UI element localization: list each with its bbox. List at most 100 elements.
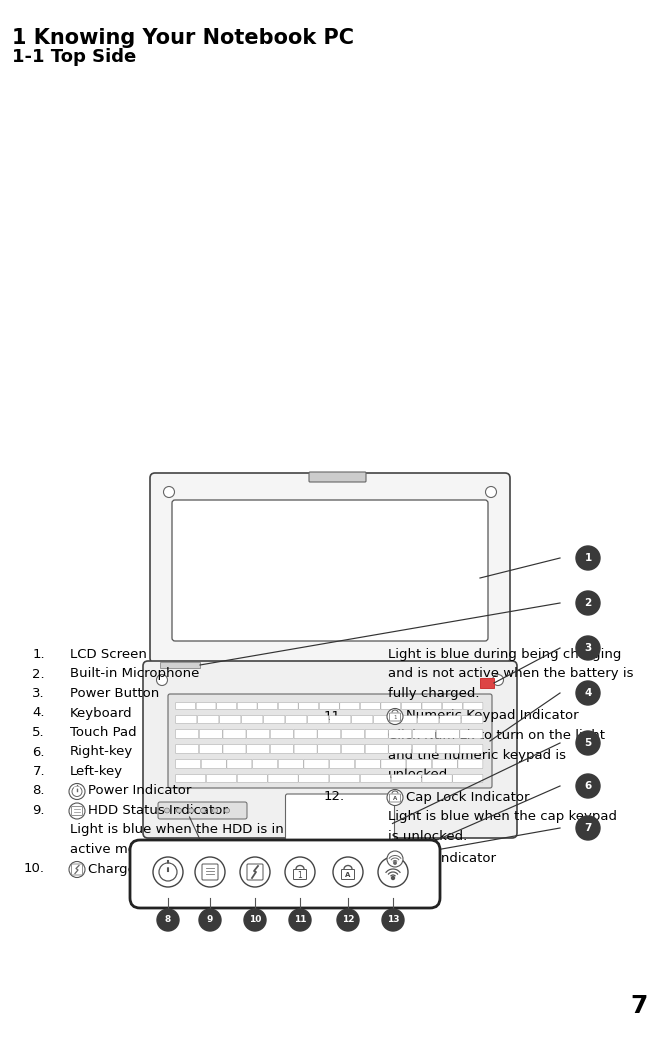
- Text: 4.: 4.: [32, 707, 45, 719]
- FancyBboxPatch shape: [422, 774, 452, 783]
- Text: 11.: 11.: [324, 710, 345, 722]
- FancyBboxPatch shape: [340, 703, 360, 709]
- FancyBboxPatch shape: [443, 703, 463, 709]
- Text: 1: 1: [584, 553, 591, 563]
- FancyBboxPatch shape: [207, 774, 236, 783]
- Circle shape: [224, 808, 230, 813]
- Circle shape: [394, 862, 396, 865]
- Text: 13.: 13.: [324, 852, 345, 865]
- Circle shape: [244, 909, 266, 931]
- Text: 13: 13: [387, 916, 399, 925]
- FancyBboxPatch shape: [374, 715, 395, 723]
- FancyBboxPatch shape: [196, 703, 216, 709]
- Bar: [340, 853, 393, 866]
- Circle shape: [387, 790, 403, 805]
- Circle shape: [337, 909, 359, 931]
- FancyBboxPatch shape: [317, 730, 341, 738]
- FancyBboxPatch shape: [299, 774, 329, 783]
- FancyBboxPatch shape: [352, 715, 373, 723]
- Circle shape: [153, 857, 183, 887]
- FancyBboxPatch shape: [461, 715, 483, 723]
- Circle shape: [382, 909, 404, 931]
- Circle shape: [378, 857, 408, 887]
- Text: 3: 3: [584, 643, 591, 653]
- Circle shape: [157, 909, 179, 931]
- Text: 7: 7: [630, 994, 648, 1018]
- Text: 1: 1: [298, 871, 302, 879]
- Circle shape: [69, 862, 85, 877]
- Circle shape: [289, 909, 311, 931]
- Text: 2: 2: [584, 598, 591, 608]
- FancyBboxPatch shape: [271, 744, 293, 754]
- FancyBboxPatch shape: [286, 715, 307, 723]
- FancyBboxPatch shape: [389, 744, 412, 754]
- FancyBboxPatch shape: [365, 744, 388, 754]
- FancyBboxPatch shape: [308, 715, 329, 723]
- FancyBboxPatch shape: [247, 744, 270, 754]
- FancyBboxPatch shape: [360, 774, 391, 783]
- Circle shape: [576, 816, 600, 840]
- Circle shape: [156, 675, 168, 685]
- FancyBboxPatch shape: [176, 744, 199, 754]
- Circle shape: [486, 487, 496, 497]
- Text: 7.: 7.: [32, 765, 45, 778]
- FancyBboxPatch shape: [258, 703, 278, 709]
- FancyBboxPatch shape: [176, 774, 206, 783]
- Text: Click Num Lk to turn on the light: Click Num Lk to turn on the light: [388, 729, 605, 742]
- Circle shape: [164, 808, 170, 813]
- Text: Power Indicator: Power Indicator: [88, 785, 191, 797]
- Text: and is not active when the battery is: and is not active when the battery is: [388, 667, 634, 681]
- Circle shape: [69, 784, 85, 799]
- Text: 5.: 5.: [32, 726, 45, 739]
- FancyBboxPatch shape: [453, 774, 483, 783]
- FancyBboxPatch shape: [71, 807, 82, 816]
- Text: unlocked.: unlocked.: [388, 768, 452, 781]
- FancyBboxPatch shape: [279, 760, 303, 768]
- FancyBboxPatch shape: [389, 730, 412, 738]
- FancyBboxPatch shape: [422, 703, 442, 709]
- Text: Power Button: Power Button: [70, 687, 159, 700]
- Circle shape: [164, 487, 174, 497]
- Text: 5: 5: [584, 738, 591, 748]
- FancyBboxPatch shape: [341, 870, 354, 879]
- Text: 1-1 Top Side: 1-1 Top Side: [12, 48, 136, 66]
- FancyBboxPatch shape: [458, 760, 483, 768]
- Text: Left-key: Left-key: [70, 765, 123, 778]
- FancyBboxPatch shape: [436, 744, 459, 754]
- FancyBboxPatch shape: [199, 744, 222, 754]
- Bar: [175, 662, 203, 680]
- Text: 1: 1: [393, 715, 397, 720]
- Circle shape: [159, 863, 177, 881]
- Circle shape: [576, 546, 600, 570]
- Bar: [288, 853, 340, 866]
- FancyBboxPatch shape: [412, 730, 436, 738]
- FancyBboxPatch shape: [432, 760, 457, 768]
- Text: Touch Pad: Touch Pad: [70, 726, 137, 739]
- FancyBboxPatch shape: [395, 715, 417, 723]
- Text: 3.: 3.: [32, 687, 45, 700]
- FancyBboxPatch shape: [253, 760, 278, 768]
- Text: 2.: 2.: [32, 667, 45, 681]
- Text: 8.: 8.: [32, 785, 45, 797]
- Text: 12: 12: [342, 916, 354, 925]
- Text: is unlocked.: is unlocked.: [388, 829, 467, 843]
- FancyBboxPatch shape: [176, 760, 201, 768]
- Text: 9.: 9.: [32, 804, 45, 817]
- FancyBboxPatch shape: [294, 870, 306, 879]
- FancyBboxPatch shape: [176, 715, 197, 723]
- Circle shape: [199, 909, 221, 931]
- FancyBboxPatch shape: [158, 802, 247, 819]
- Text: 7: 7: [584, 823, 591, 834]
- Text: 4: 4: [584, 688, 591, 698]
- Circle shape: [576, 774, 600, 798]
- FancyBboxPatch shape: [150, 473, 510, 663]
- FancyBboxPatch shape: [341, 744, 364, 754]
- FancyBboxPatch shape: [268, 774, 298, 783]
- Circle shape: [69, 803, 85, 819]
- Circle shape: [492, 675, 504, 685]
- FancyBboxPatch shape: [418, 715, 439, 723]
- FancyBboxPatch shape: [130, 840, 440, 908]
- FancyBboxPatch shape: [279, 703, 298, 709]
- Circle shape: [176, 808, 182, 813]
- Text: Light is blue when the cap keypad: Light is blue when the cap keypad: [388, 810, 617, 823]
